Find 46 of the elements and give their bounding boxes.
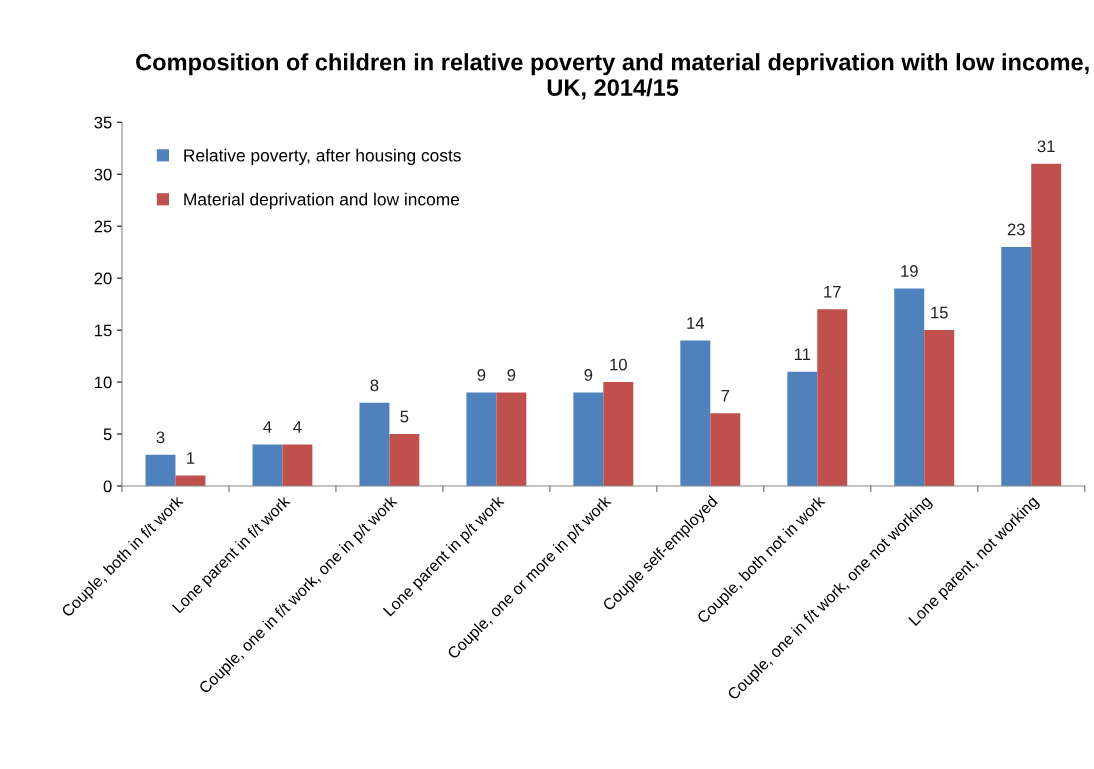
data-label: 10 [610,358,627,371]
data-label: 5 [400,410,409,423]
bar [282,444,313,487]
data-label: 15 [931,306,948,319]
data-label: 1 [187,452,195,464]
legend-label: Material deprivation and low income [184,192,460,209]
data-label: 3 [156,431,165,444]
bar [145,454,176,487]
data-label: 23 [1007,223,1025,236]
y-tick-label: 0 [103,480,112,493]
data-label: 4 [293,421,302,433]
bar [787,371,818,487]
y-tick-label: 15 [94,324,112,337]
bar [1001,246,1032,487]
bar [1031,163,1062,487]
y-tick-label: 25 [94,220,112,233]
bar [466,392,497,487]
data-label: 31 [1037,140,1055,153]
y-tick-label: 5 [103,428,112,441]
chart-title: Composition of children in relative poverty and material deprivation with low income, UK, 2014/15 [136,53,1089,100]
bar [389,434,420,487]
data-label: 11 [794,348,811,360]
y-tick-label: 35 [94,116,112,129]
bar [496,392,527,487]
data-label: 4 [263,421,272,433]
data-label: 7 [721,390,730,402]
bar [573,392,604,487]
data-label: 9 [584,369,593,381]
data-label: 8 [370,379,379,392]
data-label: 19 [901,265,918,277]
data-label: 17 [824,286,841,298]
legend-label: Relative poverty, after housing costs [184,148,461,165]
bar [894,288,925,487]
bar [359,402,390,487]
y-tick-label: 20 [94,272,112,285]
bar [817,309,848,487]
bar [924,330,955,487]
bar [710,413,741,487]
data-label: 9 [507,369,516,381]
bar [603,382,634,487]
data-label: 9 [477,369,486,381]
data-label: 14 [687,317,705,329]
bar [252,444,283,487]
y-tick-label: 30 [94,168,112,181]
bar [680,340,711,487]
y-tick-label: 10 [94,376,112,389]
